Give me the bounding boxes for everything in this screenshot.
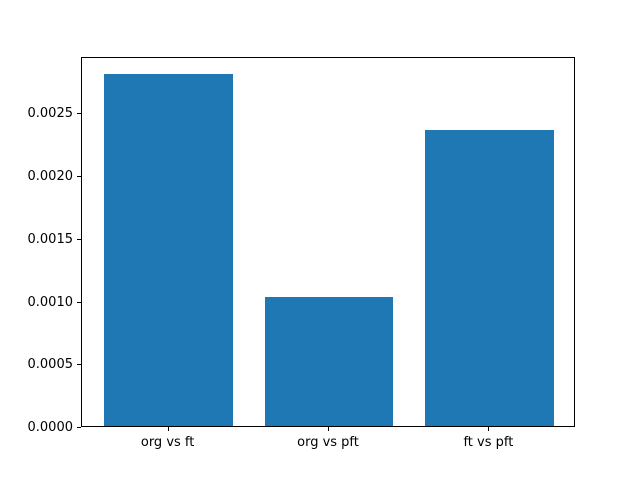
x-tick-label: ft vs pft (463, 435, 514, 450)
axes-frame (81, 57, 575, 427)
y-tick-mark (77, 238, 81, 240)
y-tick-label: 0.0005 (27, 357, 74, 373)
x-tick-mark (488, 427, 490, 431)
y-tick-mark (77, 113, 81, 115)
y-tick-mark (77, 427, 81, 428)
x-tick-label: org vs ft (140, 435, 195, 450)
x-tick-label: org vs pft (297, 435, 359, 450)
y-tick-label: 0.0000 (27, 420, 74, 435)
bar-org-vs-ft (104, 73, 233, 426)
y-tick-mark (77, 176, 81, 178)
x-tick-mark (167, 427, 169, 431)
x-tick-mark (328, 427, 329, 431)
y-tick-label: 0.0020 (27, 169, 74, 185)
y-tick-mark (77, 364, 81, 366)
y-tick-label: 0.0010 (27, 294, 74, 310)
bar-ft-vs-pft (425, 130, 554, 426)
y-tick-label: 0.0025 (27, 106, 74, 122)
y-tick-label: 0.0015 (27, 231, 74, 247)
y-tick-mark (77, 301, 81, 303)
bar-org-vs-pft (264, 296, 394, 426)
